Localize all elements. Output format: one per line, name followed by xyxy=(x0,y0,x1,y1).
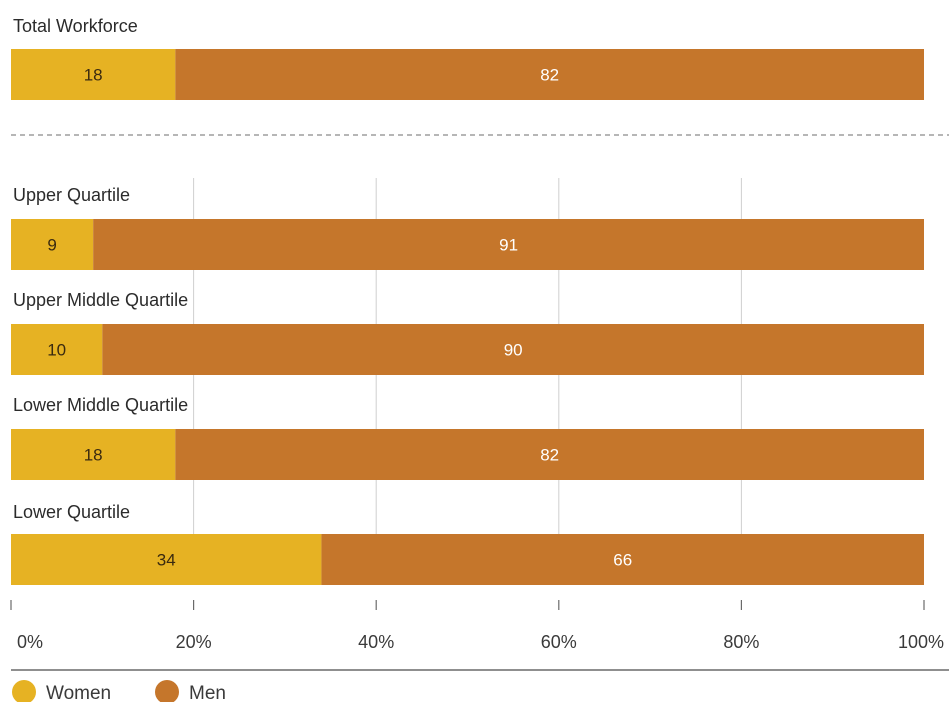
bar-men-upper-middle-quartile xyxy=(102,324,925,375)
value-label-men-upper-quartile: 91 xyxy=(499,236,518,255)
x-axis: 0% 20% 40% 60% 80% 100% xyxy=(10,600,949,671)
bar-men-lower-middle-quartile xyxy=(175,429,925,480)
legend-swatch-women xyxy=(12,680,36,702)
bar-men-total-workforce xyxy=(175,49,925,100)
tick-label-0: 0% xyxy=(17,632,43,652)
category-label-upper-quartile: Upper Quartile xyxy=(13,185,130,205)
value-label-women-upper-quartile: 9 xyxy=(47,236,56,255)
category-label-lower-quartile: Lower Quartile xyxy=(13,502,130,522)
value-label-men-lower-middle-quartile: 82 xyxy=(540,446,559,465)
tick-label-60: 60% xyxy=(541,632,577,652)
legend-swatch-men xyxy=(155,680,179,702)
bar-women-lower-middle-quartile xyxy=(11,429,176,480)
category-label-lower-middle-quartile: Lower Middle Quartile xyxy=(13,395,188,415)
category-label-total-workforce: Total Workforce xyxy=(13,16,138,36)
bar-women-upper-quartile xyxy=(11,219,94,270)
legend: Women Men xyxy=(12,680,226,702)
bar-women-upper-middle-quartile xyxy=(11,324,103,375)
value-label-men-total-workforce: 82 xyxy=(540,66,559,85)
category-label-upper-middle-quartile: Upper Middle Quartile xyxy=(13,290,188,310)
legend-label-men: Men xyxy=(189,683,226,702)
tick-label-80: 80% xyxy=(723,632,759,652)
tick-label-100: 100% xyxy=(898,632,944,652)
value-label-women-lower-middle-quartile: 18 xyxy=(84,446,103,465)
bars: Total Workforce 18 82 Upper Quartile 9 91 Uppe… xyxy=(11,16,925,585)
value-label-women-total-workforce: 18 xyxy=(84,66,103,85)
value-label-men-upper-middle-quartile: 90 xyxy=(504,341,523,360)
bar-men-upper-quartile xyxy=(93,219,925,270)
value-label-men-lower-quartile: 66 xyxy=(613,551,632,570)
bar-women-total-workforce xyxy=(11,49,176,100)
bar-women-lower-quartile xyxy=(11,534,322,585)
value-label-women-lower-quartile: 34 xyxy=(157,551,176,570)
value-label-women-upper-middle-quartile: 10 xyxy=(47,341,66,360)
bar-men-lower-quartile xyxy=(321,534,924,585)
legend-label-women: Women xyxy=(46,683,111,702)
tick-label-20: 20% xyxy=(176,632,212,652)
tick-label-40: 40% xyxy=(358,632,394,652)
